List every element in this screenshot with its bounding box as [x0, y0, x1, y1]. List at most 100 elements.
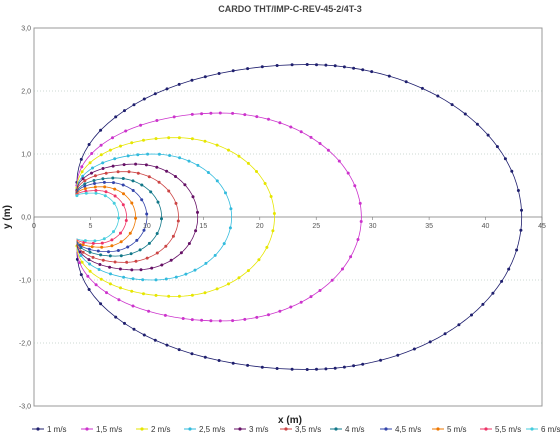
data-point — [165, 169, 169, 173]
data-point — [113, 187, 117, 191]
data-point — [177, 136, 181, 140]
data-point — [443, 332, 447, 336]
data-point — [257, 258, 261, 262]
data-point — [507, 267, 511, 271]
data-point — [109, 272, 112, 276]
data-point — [278, 309, 282, 313]
data-point — [318, 142, 322, 145]
data-point — [231, 111, 235, 115]
data-point — [156, 200, 160, 204]
legend-marker — [530, 427, 534, 431]
x-tick-label: 35 — [425, 223, 433, 230]
data-point — [114, 315, 118, 319]
data-point — [428, 340, 432, 344]
data-point — [80, 260, 84, 264]
data-point — [356, 238, 360, 241]
data-point — [330, 278, 334, 282]
x-tick-label: 10 — [143, 223, 151, 230]
data-point — [222, 242, 226, 246]
data-point — [193, 268, 197, 272]
x-tick-label: 45 — [538, 223, 546, 230]
legend-label: 1,5 m/s — [96, 425, 122, 434]
data-point — [124, 219, 128, 222]
data-point — [341, 267, 344, 271]
data-point — [79, 246, 83, 250]
data-point — [200, 112, 204, 116]
data-point — [130, 289, 134, 293]
data-point — [352, 66, 356, 70]
data-point — [90, 171, 93, 175]
data-point — [165, 343, 169, 347]
data-point — [495, 145, 499, 149]
data-point — [93, 182, 96, 185]
data-point — [99, 253, 103, 257]
data-point — [149, 190, 153, 194]
data-point — [141, 278, 145, 282]
data-point — [81, 243, 85, 247]
legend-item: 1 m/s — [32, 425, 67, 434]
data-point — [359, 220, 363, 223]
data-point — [99, 153, 103, 157]
data-point — [246, 363, 250, 367]
data-point — [122, 163, 126, 167]
data-point — [108, 254, 112, 258]
data-point — [215, 143, 219, 147]
legend: 1 m/s 1,5 m/s 2 m/s 2,5 m/s 3 m/s 3,5 m/s 4 m/… — [32, 425, 560, 434]
data-point — [379, 358, 383, 362]
data-point — [171, 234, 175, 238]
data-point — [78, 250, 82, 254]
data-point — [289, 305, 293, 309]
data-point — [342, 65, 346, 69]
data-point — [100, 241, 104, 245]
data-point — [145, 256, 149, 260]
data-point — [218, 319, 222, 323]
data-point — [213, 253, 217, 257]
data-point — [87, 143, 91, 146]
data-point — [108, 148, 112, 152]
data-point — [75, 194, 79, 198]
data-point — [218, 111, 222, 115]
data-point — [80, 170, 84, 174]
data-point — [132, 103, 136, 107]
data-point — [108, 265, 112, 269]
data-point — [237, 276, 241, 280]
data-point — [227, 282, 230, 286]
data-point — [470, 313, 473, 317]
data-point — [157, 180, 161, 184]
data-point — [318, 289, 322, 292]
series-layer — [75, 63, 523, 371]
data-point — [346, 171, 350, 175]
data-point — [520, 208, 523, 212]
series-line — [76, 177, 163, 257]
data-point — [183, 183, 187, 187]
data-point — [150, 266, 154, 270]
legend-marker — [484, 427, 488, 431]
legend-label: 5,5 m/s — [495, 425, 521, 434]
data-point — [510, 169, 514, 173]
data-point — [255, 315, 259, 319]
x-tick-label: 30 — [369, 223, 377, 230]
data-point — [290, 367, 294, 371]
data-point — [90, 152, 94, 155]
data-point — [111, 136, 114, 140]
data-point — [309, 135, 313, 139]
data-point — [102, 180, 106, 184]
legend-label: 1 m/s — [47, 425, 67, 434]
data-point — [121, 203, 125, 207]
data-point — [154, 137, 158, 141]
data-point — [138, 248, 142, 252]
data-point — [117, 216, 121, 220]
data-point — [305, 63, 309, 66]
data-point — [436, 94, 440, 98]
data-point — [160, 263, 164, 267]
data-point — [108, 282, 112, 286]
data-point — [93, 239, 97, 243]
data-point — [349, 255, 353, 259]
data-point — [130, 141, 134, 145]
data-point — [83, 239, 87, 243]
data-point — [412, 347, 416, 351]
data-point — [352, 364, 356, 368]
data-point — [181, 317, 185, 320]
data-point — [124, 129, 128, 133]
data-point — [463, 112, 467, 116]
